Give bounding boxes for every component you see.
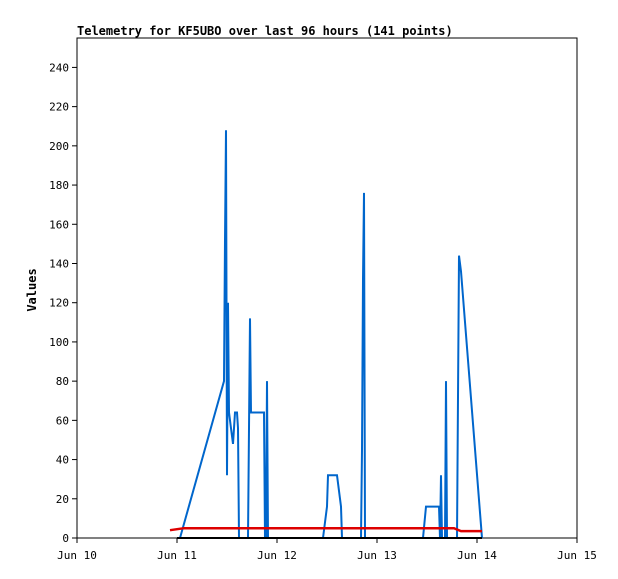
y-tick-label: 60 xyxy=(56,414,69,427)
series-line-2 xyxy=(169,526,482,533)
y-tick-label: 140 xyxy=(49,257,69,270)
y-axis: 0 20 40 60 80 100 120 140 160 180 200 220 240 xyxy=(49,61,77,545)
series-layer xyxy=(169,130,483,539)
y-tick-label: 0 xyxy=(62,532,69,545)
x-axis: Jun 10 Jun 11 Jun 12 Jun 13 Jun 14 Jun 15 xyxy=(57,538,597,562)
chart-title: Telemetry for KF5UBO over last 96 hours … xyxy=(77,24,453,38)
x-tick-label: Jun 11 xyxy=(157,549,197,562)
x-tick-label: Jun 14 xyxy=(457,549,497,562)
y-tick-label: 240 xyxy=(49,61,69,74)
y-tick-label: 40 xyxy=(56,454,69,467)
y-tick-label: 120 xyxy=(49,297,69,310)
x-tick-label: Jun 15 xyxy=(557,549,597,562)
y-tick-label: 100 xyxy=(49,336,69,349)
y-tick-label: 220 xyxy=(49,101,69,114)
y-tick-label: 160 xyxy=(49,218,69,231)
y-tick-label: 80 xyxy=(56,375,69,388)
series-line-1 xyxy=(179,130,483,539)
y-tick-label: 180 xyxy=(49,179,69,192)
y-tick-label: 20 xyxy=(56,493,69,506)
x-tick-label: Jun 13 xyxy=(357,549,397,562)
y-tick-label: 200 xyxy=(49,140,69,153)
x-tick-label: Jun 12 xyxy=(257,549,297,562)
x-tick-label: Jun 10 xyxy=(57,549,97,562)
plot-area xyxy=(76,37,578,539)
y-axis-label: Values xyxy=(25,268,39,311)
